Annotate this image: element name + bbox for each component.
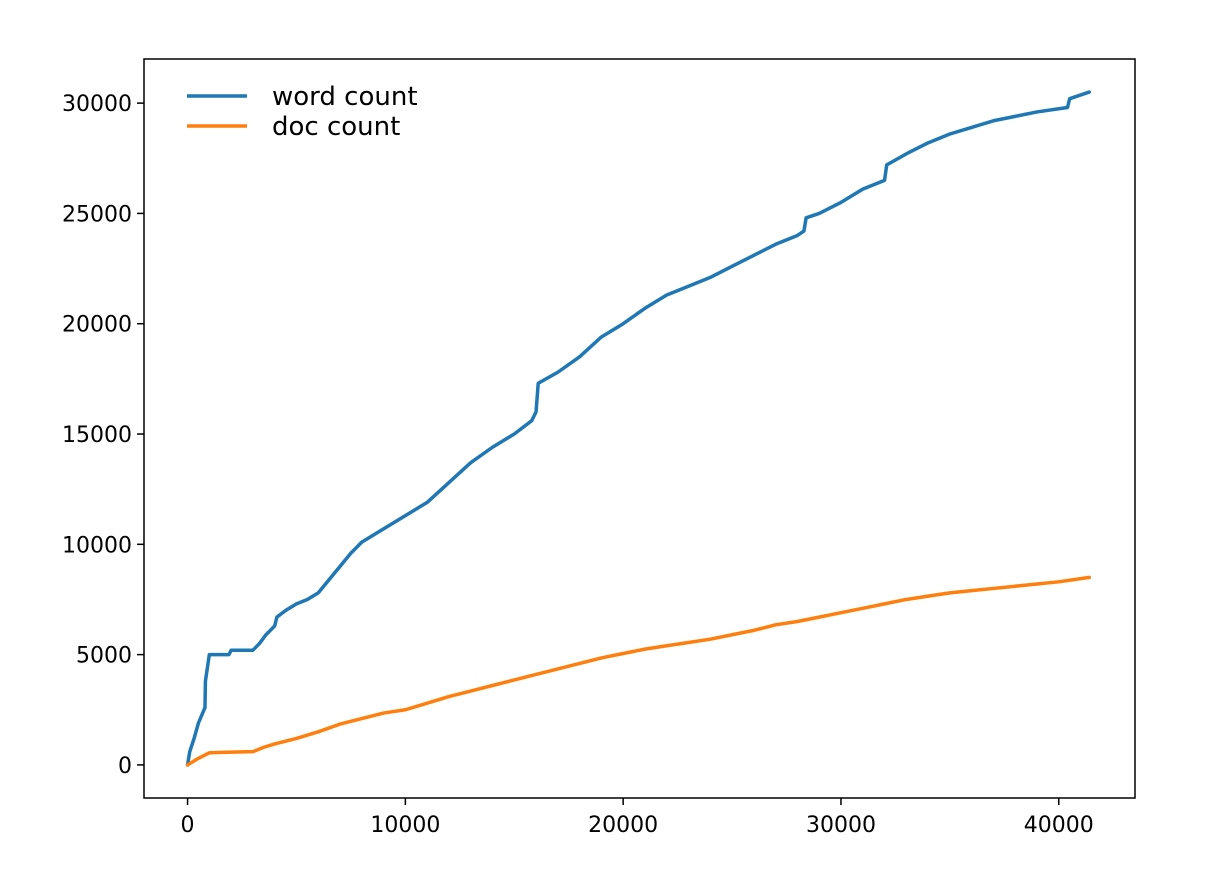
y-axis: 0 5000 10000 15000 20000 25000 30000 (62, 92, 144, 779)
series-line-doc-count (185, 575, 1092, 767)
y-tick-label: 10000 (62, 533, 132, 558)
x-axis: 0 10000 20000 30000 40000 (181, 798, 1094, 838)
x-tick-label: 0 (181, 813, 195, 838)
y-tick-label: 0 (118, 754, 132, 779)
legend-label-word-count: word count (272, 82, 418, 112)
series-layer (185, 90, 1092, 767)
y-tick-label: 20000 (62, 313, 132, 338)
y-tick-label: 15000 (62, 423, 132, 448)
x-tick-label: 40000 (1024, 813, 1094, 838)
x-tick-label: 30000 (806, 813, 876, 838)
plot-frame (143, 58, 1136, 799)
x-tick-label: 20000 (588, 813, 658, 838)
y-tick-label: 25000 (62, 202, 132, 227)
y-tick-label: 30000 (62, 92, 132, 117)
y-tick-label: 5000 (76, 644, 132, 669)
x-tick-label: 10000 (370, 813, 440, 838)
series-line-word-count (185, 90, 1092, 767)
legend-label-doc-count: doc count (272, 112, 400, 142)
